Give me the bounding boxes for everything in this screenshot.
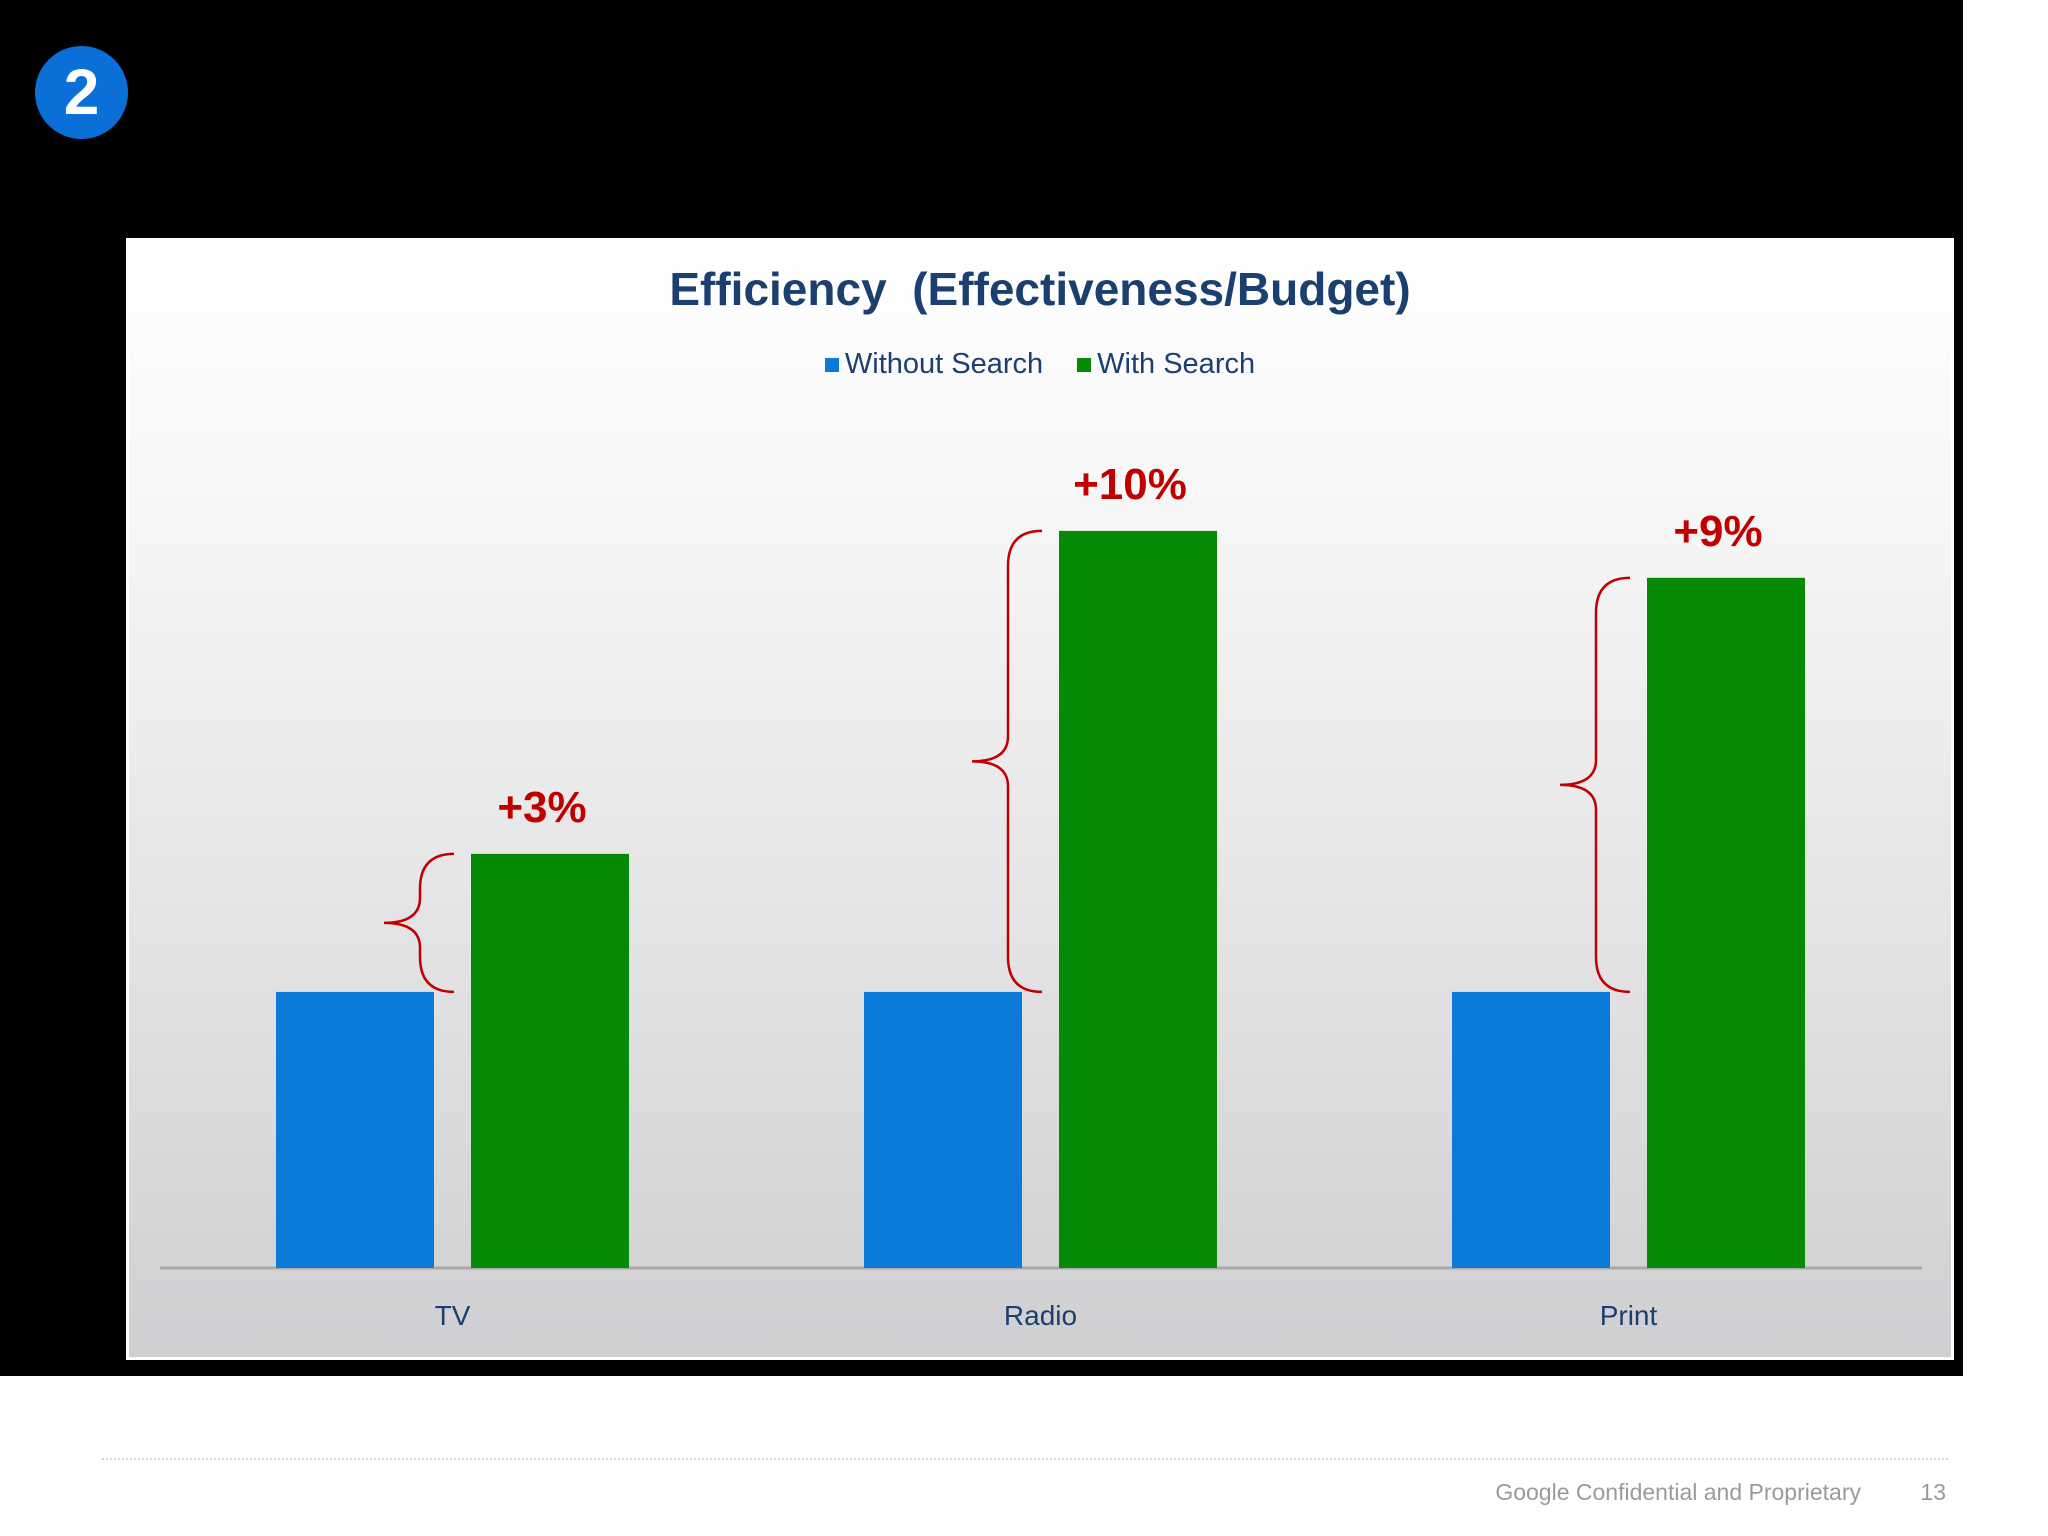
legend-swatch-without-search [824,357,839,372]
x-tick-label-tv: TV [435,1300,471,1331]
legend-item-with-search: With Search [1077,348,1255,381]
annotation-radio: +10% [1073,460,1187,509]
bar-tv-with-search [471,853,629,1268]
brace-tv [383,852,455,994]
legend-item-without-search: Without Search [824,348,1044,381]
step-number-badge: 2 [35,46,128,139]
legend-label-with-search: With Search [1097,348,1256,380]
footer-confidential-text: Google Confidential and Proprietary [1495,1479,1861,1505]
footer-page-number: 13 [1920,1479,1946,1505]
bar-radio-without-search [864,991,1022,1268]
bar-radio-with-search [1059,530,1217,1268]
brace-print [1559,576,1631,994]
legend-label-without-search: Without Search [844,348,1044,380]
legend-swatch-with-search [1077,357,1092,372]
annotation-print: +9% [1673,507,1762,556]
x-tick-label-radio: Radio [1004,1300,1077,1331]
x-tick-label-print: Print [1600,1300,1658,1331]
footer-divider [102,1458,1948,1460]
brace-radio [971,529,1043,994]
chart-legend: Without Search With Search [0,348,2048,381]
bar-print-without-search [1452,991,1610,1268]
annotation-tv: +3% [497,783,586,832]
chart-title: Efficiency (Effectiveness/Budget) [669,263,1411,315]
bar-print-with-search [1647,577,1805,1268]
bar-tv-without-search [276,991,434,1268]
